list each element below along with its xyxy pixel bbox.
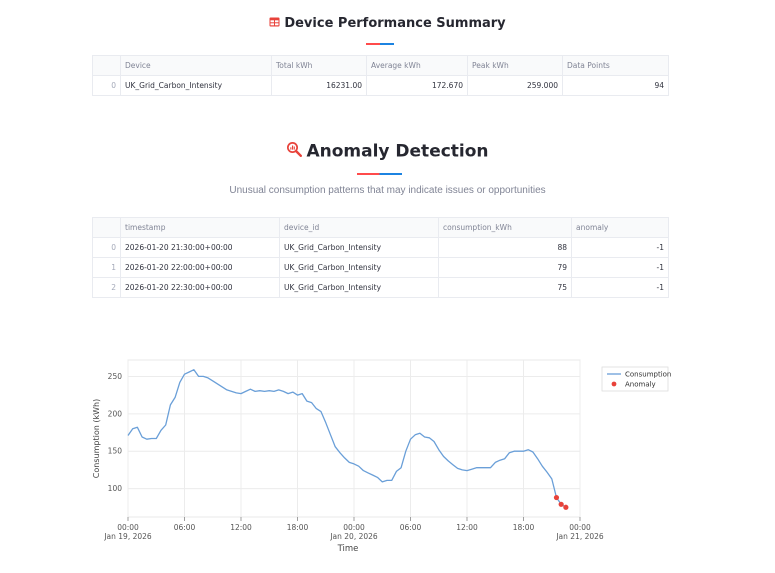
legend-consumption: Consumption [625, 371, 671, 379]
x-tick-label: 06:00 [400, 523, 422, 532]
x-tick-sublabel: Jan 19, 2026 [103, 532, 152, 541]
summary-header-row: Device Total kWh Average kWh Peak kWh Da… [92, 55, 669, 76]
anomaly-divider [357, 173, 402, 175]
x-axis-label: Time [337, 544, 359, 554]
cell-device-id[interactable]: UK_Grid_Carbon_Intensity [279, 257, 439, 278]
legend-marker-swatch [611, 381, 617, 387]
cell-anomaly[interactable]: -1 [571, 277, 669, 298]
cell-peak-kwh[interactable]: 259.000 [467, 75, 563, 96]
summary-title-text: Device Performance Summary [284, 16, 506, 31]
row-index: 1 [92, 257, 121, 278]
anomaly-point [563, 504, 569, 510]
cell-anomaly[interactable]: -1 [571, 237, 669, 258]
x-tick-label: 00:00 [569, 523, 591, 532]
x-tick-label: 18:00 [287, 523, 309, 532]
anomaly-title: Anomaly Detection [0, 141, 775, 162]
anomaly-header-index [92, 217, 121, 238]
cell-consumption[interactable]: 75 [438, 277, 572, 298]
summary-header-device[interactable]: Device [120, 55, 272, 76]
y-tick-label: 100 [108, 484, 123, 493]
anomaly-header-anomaly[interactable]: anomaly [571, 217, 669, 238]
cell-timestamp[interactable]: 2026-01-20 21:30:00+00:00 [120, 237, 280, 258]
cell-device-id[interactable]: UK_Grid_Carbon_Intensity [279, 237, 439, 258]
x-tick-label: 12:00 [456, 523, 478, 532]
cell-device-id[interactable]: UK_Grid_Carbon_Intensity [279, 277, 439, 298]
summary-header-average[interactable]: Average kWh [366, 55, 468, 76]
x-tick-label: 06:00 [174, 523, 196, 532]
y-axis-label: Consumption (kWh) [92, 399, 101, 478]
table-icon [269, 16, 280, 31]
y-tick-label: 250 [108, 372, 123, 381]
cell-timestamp[interactable]: 2026-01-20 22:00:00+00:00 [120, 257, 280, 278]
y-tick-label: 200 [108, 409, 123, 418]
anomaly-header-device[interactable]: device_id [279, 217, 439, 238]
anomaly-point [558, 501, 564, 507]
summary-header-total[interactable]: Total kWh [271, 55, 367, 76]
cell-anomaly[interactable]: -1 [571, 257, 669, 278]
anomaly-title-text: Anomaly Detection [306, 141, 489, 162]
cell-device[interactable]: UK_Grid_Carbon_Intensity [120, 75, 272, 96]
summary-header-datapoints[interactable]: Data Points [562, 55, 669, 76]
x-tick-sublabel: Jan 21, 2026 [555, 532, 604, 541]
x-tick-sublabel: Jan 20, 2026 [329, 532, 378, 541]
y-tick-label: 150 [108, 447, 123, 456]
consumption-line [127, 369, 567, 508]
table-row: 0 2026-01-20 21:30:00+00:00 UK_Grid_Carb… [92, 237, 669, 258]
row-index: 0 [92, 75, 121, 96]
anomaly-subtitle: Unusual consumption patterns that may in… [229, 185, 546, 196]
cell-total-kwh[interactable]: 16231.00 [271, 75, 367, 96]
anomaly-header-consumption[interactable]: consumption_kWh [438, 217, 572, 238]
summary-header-peak[interactable]: Peak kWh [467, 55, 563, 76]
anomaly-header-timestamp[interactable]: timestamp [120, 217, 280, 238]
legend-anomaly: Anomaly [625, 381, 656, 389]
cell-consumption[interactable]: 88 [438, 237, 572, 258]
summary-header-index [92, 55, 121, 76]
table-row: 1 2026-01-20 22:00:00+00:00 UK_Grid_Carb… [92, 257, 669, 278]
anomaly-point [553, 494, 560, 501]
x-tick-label: 18:00 [513, 523, 535, 532]
row-index: 2 [92, 277, 121, 298]
summary-table[interactable]: Device Total kWh Average kWh Peak kWh Da… [92, 55, 669, 96]
cell-consumption[interactable]: 79 [438, 257, 572, 278]
cell-data-points[interactable]: 94 [562, 75, 669, 96]
cell-timestamp[interactable]: 2026-01-20 22:30:00+00:00 [120, 277, 280, 298]
summary-divider [366, 43, 394, 45]
cell-average-kwh[interactable]: 172.670 [366, 75, 468, 96]
x-tick-label: 12:00 [230, 523, 252, 532]
anomaly-header-row: timestamp device_id consumption_kWh anom… [92, 217, 669, 238]
table-row: 0 UK_Grid_Carbon_Intensity 16231.00 172.… [92, 75, 669, 96]
row-index: 0 [92, 237, 121, 258]
summary-title: Device Performance Summary [0, 16, 775, 31]
magnifier-chart-icon [286, 141, 303, 162]
legend-box [601, 366, 669, 392]
x-tick-label: 00:00 [117, 523, 139, 532]
x-tick-label: 00:00 [343, 523, 365, 532]
table-row: 2 2026-01-20 22:30:00+00:00 UK_Grid_Carb… [92, 277, 669, 298]
anomaly-table[interactable]: timestamp device_id consumption_kWh anom… [92, 217, 669, 298]
